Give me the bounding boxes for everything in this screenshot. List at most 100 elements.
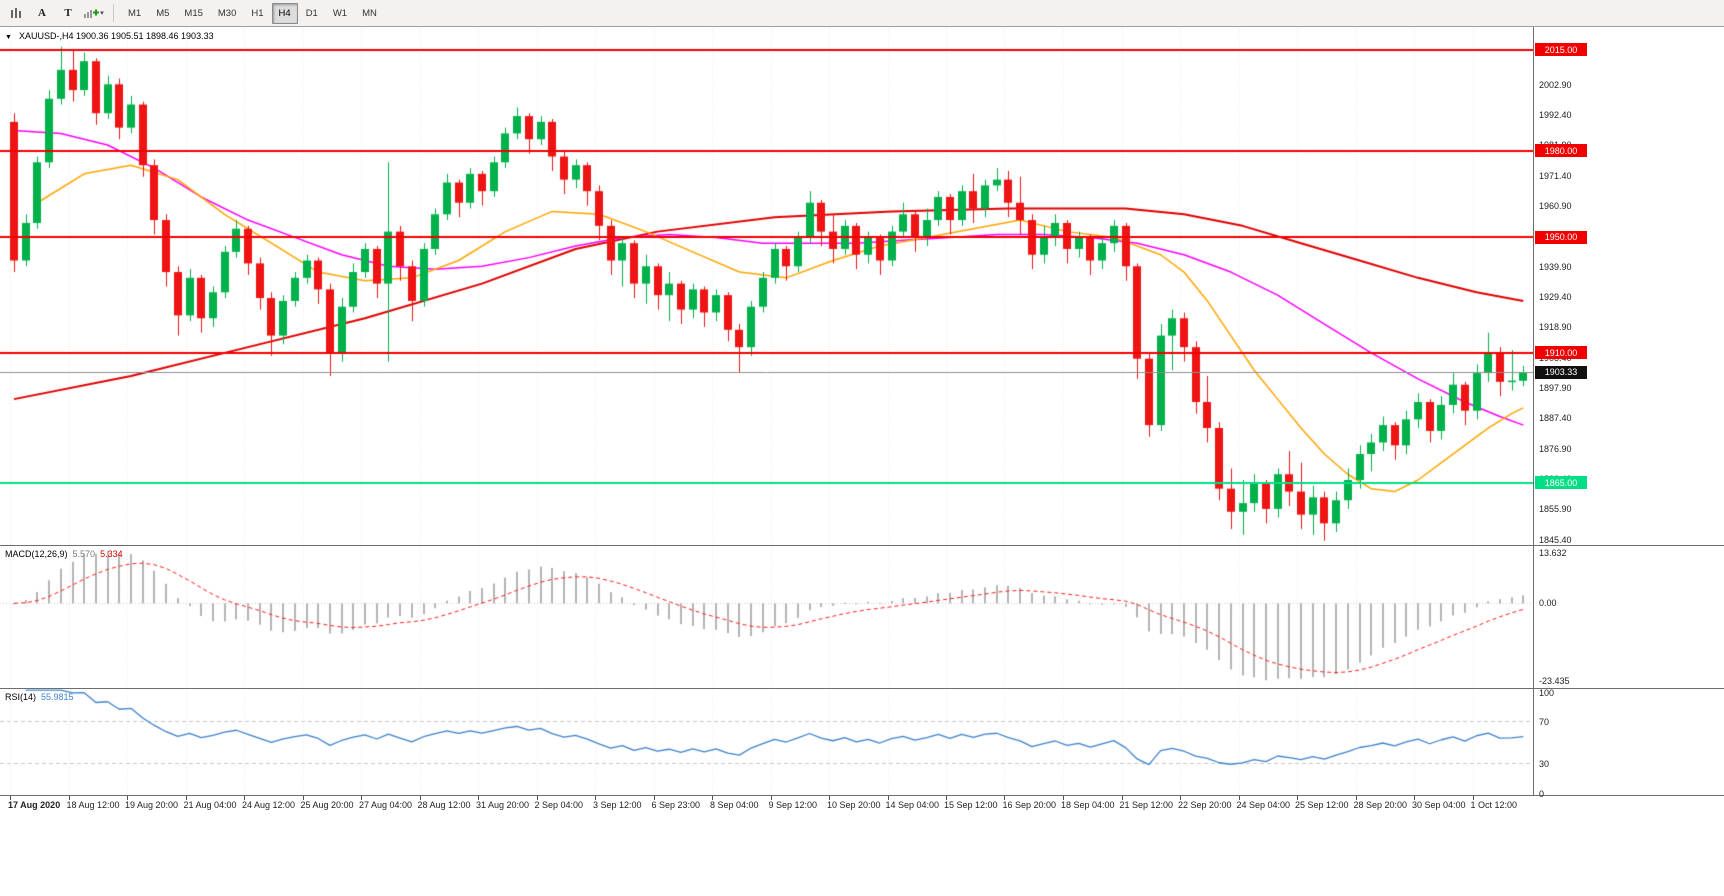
time-tick — [1122, 796, 1123, 800]
chart-toolbar: A T ▾ M1 M5 M15 M30 H1 H4 D1 W1 MN — [0, 0, 1724, 27]
time-tick — [1297, 796, 1298, 800]
rsi-axis-label: 0 — [1539, 789, 1545, 799]
time-tick — [829, 796, 830, 800]
time-axis-label: 14 Sep 04:00 — [885, 800, 940, 810]
time-axis-label: 24 Sep 04:00 — [1236, 800, 1291, 810]
price-chart-canvas[interactable] — [0, 28, 1533, 795]
time-axis-label: 19 Aug 20:00 — [125, 800, 179, 810]
rsi-axis-label: 30 — [1539, 759, 1550, 770]
panel-separator[interactable] — [0, 545, 1724, 546]
timeframe-button-m1[interactable]: M1 — [128, 7, 142, 19]
time-tick — [186, 796, 187, 800]
macd-axis-label: -23.435 — [1539, 676, 1570, 686]
panel-separator[interactable] — [0, 688, 1724, 689]
time-axis-label: 10 Sep 20:00 — [827, 800, 881, 810]
price-tick-label: 1992.40 — [1539, 109, 1572, 120]
time-tick — [1004, 796, 1005, 800]
time-tick — [1356, 796, 1357, 800]
time-tick — [712, 796, 713, 800]
time-tick — [1473, 796, 1474, 800]
time-axis-label: 18 Sep 04:00 — [1061, 800, 1115, 810]
timeframe-button-mn[interactable]: MN — [362, 7, 377, 19]
time-tick — [1414, 796, 1415, 800]
toolbar-separator — [113, 4, 114, 22]
rsi-label: RSI(14) 55.9815 — [5, 692, 74, 702]
text-tool-button[interactable]: T — [64, 7, 72, 19]
indicator-plus-icon — [84, 9, 100, 18]
price-tick-label: 1971.40 — [1539, 170, 1572, 181]
time-axis-label: 17 Aug 2020 — [8, 800, 61, 810]
time-axis-label: 25 Sep 12:00 — [1295, 800, 1349, 810]
time-axis-label: 28 Sep 20:00 — [1353, 800, 1408, 810]
time-axis-label: 28 Aug 12:00 — [417, 800, 471, 810]
current-price-tag: 1903.33 — [1535, 365, 1587, 379]
symbol-dropdown-icon[interactable]: ▼ — [5, 34, 12, 41]
price-tick-label: 1939.90 — [1539, 261, 1572, 272]
time-tick — [946, 796, 947, 800]
macd-label: MACD(12,26,9) 5.570 5.334 — [5, 549, 123, 559]
dropdown-caret-icon: ▾ — [100, 10, 104, 17]
price-tick-label: 1960.90 — [1539, 200, 1572, 211]
hline-price-tag: 1910.00 — [1535, 346, 1587, 360]
price-tick-label: 1929.40 — [1539, 291, 1572, 302]
timeframe-button-h4[interactable]: H4 — [271, 2, 298, 24]
price-tick-label: 2002.90 — [1539, 79, 1572, 90]
rsi-axis-label: 70 — [1539, 716, 1550, 727]
hline-price-tag: 2015.00 — [1535, 43, 1587, 57]
bar-chart-icon — [10, 8, 21, 18]
time-tick — [10, 796, 11, 800]
time-axis-label: 22 Sep 20:00 — [1178, 800, 1232, 810]
time-axis-label: 16 Sep 20:00 — [1002, 800, 1057, 810]
price-tick-label: 1897.90 — [1539, 382, 1572, 393]
time-tick — [478, 796, 479, 800]
time-axis-label: 30 Sep 04:00 — [1412, 800, 1466, 810]
hline-price-tag: 1980.00 — [1535, 144, 1587, 158]
time-tick — [654, 796, 655, 800]
time-tick — [1239, 796, 1240, 800]
symbol-ohlc-text: XAUUSD-,H4 1900.36 1905.51 1898.46 1903.… — [18, 31, 214, 41]
price-tick-label: 1845.40 — [1539, 534, 1572, 545]
indicators-button[interactable]: ▾ — [82, 2, 106, 24]
timeframe-button-w1[interactable]: W1 — [332, 7, 348, 19]
time-tick — [888, 796, 889, 800]
time-axis-label: 31 Aug 20:00 — [476, 800, 530, 810]
time-axis-label: 2 Sep 04:00 — [534, 800, 584, 810]
rsi-title: RSI(14) — [5, 692, 37, 702]
time-axis-label: 6 Sep 23:00 — [651, 800, 701, 810]
annotation-a-button[interactable]: A — [38, 7, 46, 19]
axis-separator — [1533, 27, 1534, 796]
time-tick — [537, 796, 538, 800]
time-axis-label: 9 Sep 12:00 — [768, 800, 818, 810]
time-axis-label: 3 Sep 12:00 — [593, 800, 642, 810]
timeframe-button-m15[interactable]: M15 — [184, 7, 203, 19]
price-tick-label: 1887.40 — [1539, 413, 1572, 424]
time-axis-label: 21 Aug 04:00 — [183, 800, 237, 810]
timeframe-group: M1 M5 M15 M30 H1 H4 D1 W1 MN — [121, 2, 384, 24]
time-axis-label: 15 Sep 12:00 — [944, 800, 998, 810]
time-axis-label: 21 Sep 12:00 — [1119, 800, 1174, 810]
time-tick — [420, 796, 421, 800]
price-axis[interactable]: 2002.901992.401981.901971.401960.901950.… — [1534, 0, 1724, 896]
macd-signal-value: 5.334 — [100, 549, 123, 559]
macd-main-value: 5.570 — [72, 549, 96, 559]
symbol-ohlc-label: ▼ XAUUSD-,H4 1900.36 1905.51 1898.46 190… — [5, 31, 214, 41]
time-axis-label: 18 Aug 12:00 — [66, 800, 120, 810]
time-tick — [595, 796, 596, 800]
timeframe-button-h1[interactable]: H1 — [251, 7, 264, 19]
time-tick — [771, 796, 772, 800]
timeframe-button-m5[interactable]: M5 — [156, 7, 170, 19]
hline-price-tag: 1865.00 — [1535, 476, 1587, 490]
rsi-value: 55.9815 — [41, 692, 74, 702]
chart-type-button[interactable] — [4, 2, 28, 24]
time-axis-label: 8 Sep 04:00 — [710, 800, 759, 810]
timeframe-button-d1[interactable]: D1 — [305, 7, 318, 19]
time-axis-label: 24 Aug 12:00 — [242, 800, 296, 810]
time-axis[interactable]: 17 Aug 2020 18 Aug 12:00 19 Aug 20:00 21 Au… — [0, 796, 1533, 816]
macd-axis-label: 13.632 — [1539, 548, 1567, 558]
time-tick — [1180, 796, 1181, 800]
time-axis-label: 1 Oct 12:00 — [1470, 800, 1518, 810]
time-tick — [69, 796, 70, 800]
time-axis-label: 27 Aug 04:00 — [359, 800, 413, 810]
timeframe-button-m30[interactable]: M30 — [217, 7, 237, 19]
